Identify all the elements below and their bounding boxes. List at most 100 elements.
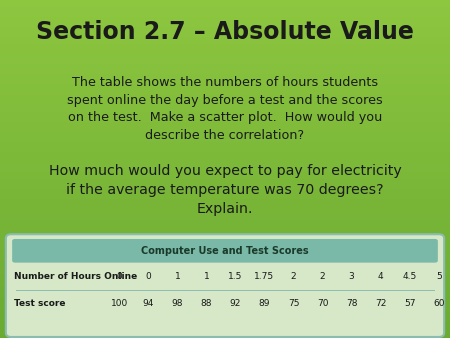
Bar	[0, 41, 450, 44]
Bar	[0, 98, 450, 101]
Bar	[0, 145, 450, 149]
Bar	[0, 105, 450, 108]
Bar	[0, 318, 450, 321]
Bar	[0, 169, 450, 172]
Bar	[0, 159, 450, 162]
Bar	[0, 270, 450, 274]
Bar	[0, 199, 450, 203]
Bar	[0, 162, 450, 166]
Text: Computer Use and Test Scores: Computer Use and Test Scores	[141, 246, 309, 256]
Bar	[0, 304, 450, 308]
Bar	[0, 24, 450, 27]
Bar	[0, 10, 450, 14]
Bar	[0, 210, 450, 213]
Bar	[0, 233, 450, 237]
Bar	[0, 189, 450, 193]
Bar	[0, 64, 450, 68]
Bar	[0, 240, 450, 243]
Text: 72: 72	[375, 299, 387, 308]
Bar	[0, 128, 450, 132]
Text: 78: 78	[346, 299, 357, 308]
Bar	[0, 71, 450, 74]
Text: 88: 88	[201, 299, 212, 308]
Bar	[0, 321, 450, 324]
Bar	[0, 108, 450, 112]
Bar	[0, 223, 450, 226]
Bar	[0, 84, 450, 88]
Bar	[0, 47, 450, 51]
Text: 4: 4	[378, 272, 383, 281]
Bar	[0, 91, 450, 95]
Bar	[0, 81, 450, 84]
FancyBboxPatch shape	[12, 239, 438, 263]
Bar	[0, 139, 450, 142]
Bar	[0, 101, 450, 105]
Bar	[0, 125, 450, 128]
Text: 2: 2	[320, 272, 325, 281]
Bar	[0, 155, 450, 159]
Bar	[0, 0, 450, 3]
Bar	[0, 61, 450, 64]
Bar	[0, 220, 450, 223]
Bar	[0, 230, 450, 233]
Bar	[0, 308, 450, 311]
Bar	[0, 311, 450, 314]
Bar	[0, 132, 450, 135]
Bar	[0, 213, 450, 216]
Bar	[0, 247, 450, 250]
Bar	[0, 68, 450, 71]
Bar	[0, 88, 450, 91]
Bar	[0, 331, 450, 335]
Text: 1: 1	[175, 272, 180, 281]
Bar	[0, 277, 450, 281]
Text: 3: 3	[349, 272, 355, 281]
Bar	[0, 237, 450, 240]
Bar	[0, 74, 450, 78]
Bar	[0, 122, 450, 125]
Bar	[0, 7, 450, 10]
Bar	[0, 254, 450, 257]
Text: How much would you expect to pay for electricity
if the average temperature was : How much would you expect to pay for ele…	[49, 164, 401, 216]
Text: 1.75: 1.75	[254, 272, 274, 281]
Bar	[0, 152, 450, 155]
Text: 0: 0	[117, 272, 122, 281]
Bar	[0, 179, 450, 183]
Bar	[0, 112, 450, 115]
Bar	[0, 54, 450, 57]
Bar	[0, 193, 450, 196]
Bar	[0, 44, 450, 47]
Bar	[0, 20, 450, 24]
Bar	[0, 328, 450, 331]
Bar	[0, 166, 450, 169]
Text: 0: 0	[145, 272, 151, 281]
Text: 94: 94	[143, 299, 154, 308]
Bar	[0, 30, 450, 34]
Bar	[0, 297, 450, 301]
Bar	[0, 260, 450, 264]
Bar	[0, 27, 450, 30]
Bar	[0, 250, 450, 254]
Bar	[0, 17, 450, 20]
Bar	[0, 206, 450, 210]
Bar	[0, 291, 450, 294]
Bar	[0, 294, 450, 297]
Bar	[0, 78, 450, 81]
Bar	[0, 324, 450, 328]
Text: 1.5: 1.5	[228, 272, 243, 281]
Bar	[0, 142, 450, 145]
FancyBboxPatch shape	[6, 234, 444, 337]
Text: 98: 98	[171, 299, 183, 308]
Text: 5: 5	[436, 272, 441, 281]
Bar	[0, 135, 450, 139]
Bar	[0, 264, 450, 267]
Bar	[0, 196, 450, 199]
Bar	[0, 115, 450, 118]
Bar	[0, 37, 450, 41]
Text: 100: 100	[111, 299, 128, 308]
Bar	[0, 149, 450, 152]
Text: 60: 60	[433, 299, 445, 308]
Bar	[0, 172, 450, 176]
Bar	[0, 176, 450, 179]
Bar	[0, 3, 450, 7]
Bar	[0, 14, 450, 17]
